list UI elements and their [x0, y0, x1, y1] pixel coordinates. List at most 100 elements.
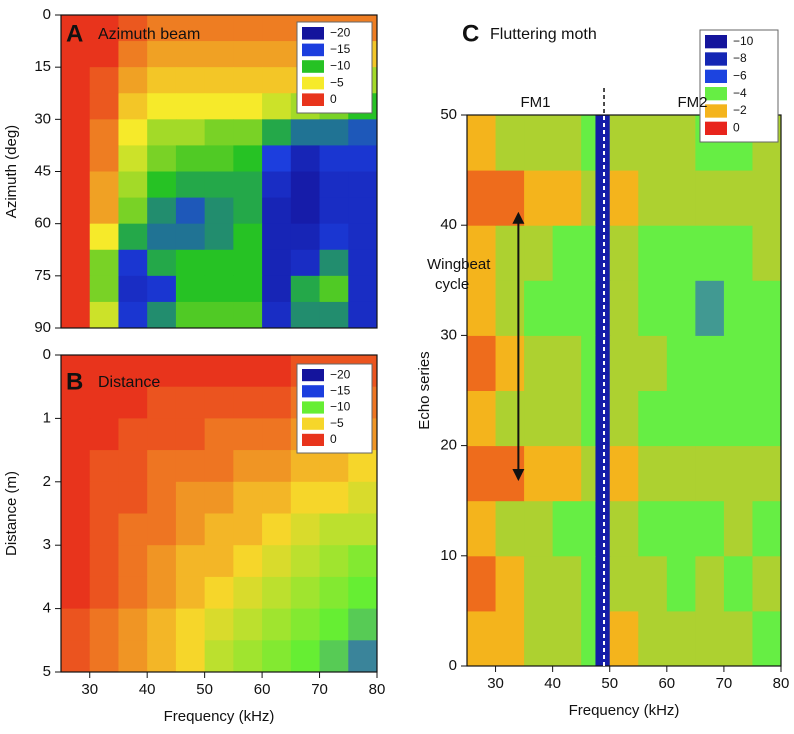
heatmap-cell: [61, 145, 91, 172]
heatmap-cell: [609, 610, 639, 667]
heatmap-cell: [61, 386, 91, 419]
heatmap-cell: [175, 145, 206, 172]
panel-label: C: [462, 20, 479, 47]
heatmap-cell: [524, 225, 554, 281]
heatmap-cell: [61, 223, 91, 251]
heatmap-cell: [262, 145, 292, 172]
heatmap-cell: [467, 500, 497, 557]
legend-swatch: [705, 121, 727, 135]
x-tick-label: 50: [601, 675, 618, 692]
legend-label: −10: [330, 59, 351, 73]
y-tick-label: 0: [43, 346, 51, 363]
heatmap-cell: [262, 576, 292, 610]
heatmap-cell: [147, 481, 177, 514]
heatmap-cell: [118, 576, 148, 610]
legend-swatch: [302, 385, 324, 398]
legend-label: −6: [733, 69, 747, 83]
heatmap-cell: [595, 445, 611, 502]
heatmap-cell: [319, 197, 349, 225]
heatmap-cell: [61, 545, 91, 578]
heatmap-cell: [595, 610, 611, 667]
legend-swatch: [302, 401, 324, 414]
heatmap-cell: [581, 610, 596, 667]
heatmap-cell: [204, 640, 234, 673]
heatmap-cell: [147, 223, 177, 251]
x-tick-label: 50: [196, 681, 213, 698]
heatmap-cell: [495, 115, 525, 171]
heatmap-cell: [638, 500, 668, 557]
heatmap-cell: [89, 640, 119, 673]
y-tick-label: 3: [43, 536, 51, 553]
heatmap-cell: [175, 545, 206, 578]
heatmap-cell: [495, 445, 525, 502]
heatmap-cell: [118, 386, 148, 419]
segment-label: FM1: [521, 94, 551, 111]
heatmap-cell: [348, 145, 378, 172]
heatmap-cell: [233, 119, 263, 146]
heatmap-cell: [175, 93, 206, 120]
heatmap-cell: [552, 225, 582, 281]
y-axis-label: Distance (m): [3, 471, 20, 556]
heatmap-cell: [233, 197, 263, 225]
heatmap-cell: [175, 301, 206, 329]
heatmap-cell: [204, 41, 234, 68]
heatmap-cell: [233, 640, 263, 673]
legend-label: −15: [330, 42, 351, 56]
heatmap-cell: [118, 275, 148, 303]
heatmap-cell: [204, 275, 234, 303]
heatmap-cell: [204, 608, 234, 641]
heatmap-cell: [348, 450, 378, 483]
y-tick-label: 75: [34, 267, 51, 284]
heatmap-cell: [552, 335, 582, 391]
heatmap-cell: [752, 170, 782, 226]
heatmap-cell: [147, 640, 177, 673]
heatmap-cell: [581, 115, 596, 171]
heatmap-cell: [348, 119, 378, 146]
y-tick-label: 0: [43, 6, 51, 23]
heatmap-cell: [175, 275, 206, 303]
heatmap-cell: [233, 545, 263, 578]
legend-label: 0: [330, 432, 337, 446]
heatmap-cell: [175, 640, 206, 673]
heatmap-cell: [495, 390, 525, 447]
heatmap-cell: [581, 280, 596, 336]
heatmap-cell: [695, 500, 725, 557]
x-tick-label: 30: [487, 675, 504, 692]
heatmap-cell: [147, 355, 177, 388]
heatmap-cell: [61, 355, 91, 388]
heatmap-cell: [61, 418, 91, 451]
heatmap-cell: [175, 171, 206, 199]
heatmap-cell: [552, 115, 582, 171]
heatmap-cell: [319, 223, 349, 251]
heatmap-cell: [118, 608, 148, 641]
legend-swatch: [302, 76, 324, 90]
legend-swatch: [302, 369, 324, 382]
heatmap-cell: [552, 610, 582, 667]
heatmap-cell: [147, 275, 177, 303]
heatmap-cell: [147, 197, 177, 225]
heatmap-cell: [61, 481, 91, 514]
heatmap-cell: [581, 390, 596, 447]
heatmap-cell: [595, 335, 611, 391]
heatmap-cell: [552, 170, 582, 226]
heatmap-cell: [89, 576, 119, 610]
heatmap-cell: [175, 513, 206, 546]
heatmap-cell: [118, 450, 148, 483]
heatmap-cell: [319, 301, 349, 329]
x-tick-label: 60: [658, 675, 675, 692]
heatmap-cell: [89, 418, 119, 451]
legend-label: −8: [733, 51, 747, 65]
heatmap-cell: [348, 197, 378, 225]
heatmap-cell: [290, 249, 321, 277]
heatmap-cell: [147, 513, 177, 546]
heatmap-cell: [89, 608, 119, 641]
heatmap-cell: [595, 280, 611, 336]
heatmap-cell: [262, 171, 292, 199]
heatmap-cell: [61, 119, 91, 146]
heatmap-cell: [61, 576, 91, 610]
heatmap-cell: [666, 225, 696, 281]
x-tick-label: 70: [311, 681, 328, 698]
heatmap-cell: [290, 197, 321, 225]
heatmap-cell: [147, 41, 177, 68]
heatmap-cell: [147, 450, 177, 483]
